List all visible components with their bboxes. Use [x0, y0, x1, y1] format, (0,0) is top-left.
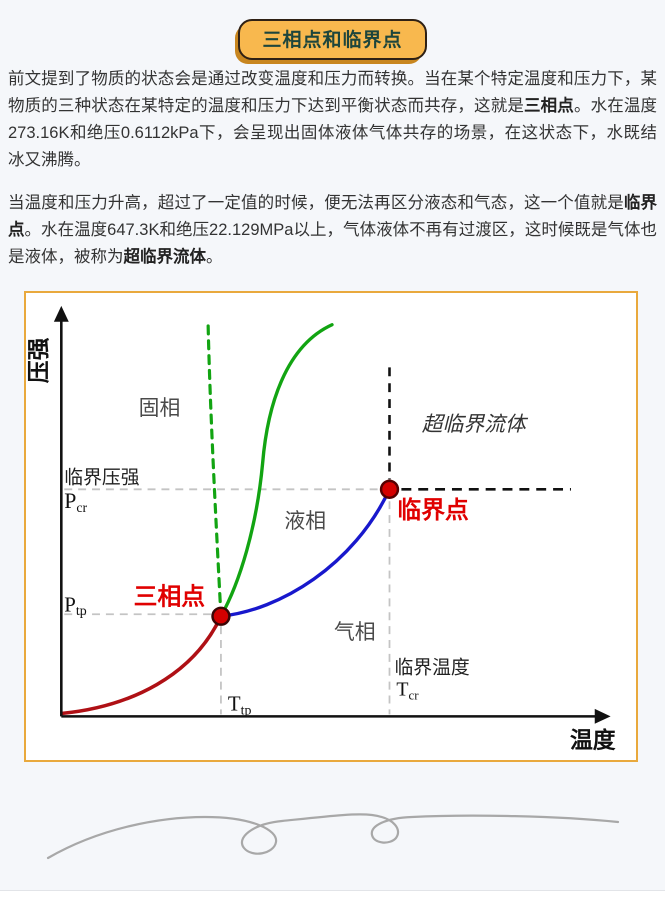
page-title: 三相点和临界点	[238, 19, 427, 60]
p-tp-label: Ptp	[64, 592, 86, 619]
phase-diagram-figure: 固相 液相 气相 超临界流体 临界点 三相点 临界压强 Pcr Ptp Ttp …	[24, 291, 638, 762]
article-body: 前文提到了物质的状态会是通过改变温度和压力而转换。当在某个特定温度和压力下，某物…	[8, 66, 657, 287]
sublimation-curve	[60, 614, 223, 716]
vaporization-curve	[219, 487, 392, 618]
paragraph-critical-point: 当温度和压力升高，超过了一定值的时候，便无法再区分液态和气态，这一个值就是临界点…	[8, 190, 657, 271]
y-axis-title: 压强	[26, 337, 51, 383]
critical-point-dot	[379, 479, 400, 499]
triple-point-label: 三相点	[134, 583, 206, 610]
phase-diagram-svg: 固相 液相 气相 超临界流体 临界点 三相点 临界压强 Pcr Ptp Ttp …	[26, 305, 616, 753]
t-tp-label: Ttp	[228, 691, 252, 718]
supercritical-fluid-label: 超临界流体	[422, 413, 529, 436]
melting-curve	[219, 323, 334, 618]
critical-temperature-label: 临界温度	[394, 657, 469, 678]
y-axis-arrow-icon	[53, 305, 69, 322]
solid-phase-label: 固相	[139, 397, 181, 420]
body-text: 前文提到了物质的状态会是通过改变温度和压力而转换。当在某个特定温度和压力下，某物…	[8, 70, 657, 115]
x-axis-title: 温度	[570, 727, 616, 753]
emphasis-term: 三相点	[524, 97, 574, 115]
triple-point-dot	[211, 606, 231, 626]
decorative-squiggle-icon	[46, 813, 620, 860]
body-text: 。	[206, 248, 223, 266]
body-text: 当温度和压力升高，超过了一定值的时候，便无法再区分液态和气态，这一个值就是	[8, 194, 624, 212]
emphasis-term: 临界点	[8, 194, 658, 239]
emphasis-term: 超临界流体	[123, 248, 207, 266]
bottom-divider	[0, 890, 665, 891]
critical-pressure-label: 临界压强	[64, 466, 139, 487]
body-text: 。水在温度647.3K和绝压22.129MPa以上，气体液体不再有过渡区，这时候…	[8, 221, 657, 266]
title-badge-container: 三相点和临界点	[0, 19, 665, 60]
liquid-phase-label: 液相	[284, 510, 326, 533]
decorative-squiggle-container	[0, 790, 665, 890]
p-cr-label: Pcr	[64, 489, 87, 516]
bottom-whitespace	[0, 891, 665, 903]
gas-phase-label: 气相	[334, 621, 376, 644]
x-axis-arrow-icon	[594, 708, 611, 724]
critical-point-label: 临界点	[397, 496, 469, 524]
t-cr-label: Tcr	[396, 679, 419, 703]
paragraph-intro-triple-point: 前文提到了物质的状态会是通过改变温度和压力而转换。当在某个特定温度和压力下，某物…	[8, 66, 657, 174]
body-text: 。水在温度273.16K和绝压0.6112kPa下，会呈现出固体液体气体共存的场…	[8, 97, 658, 169]
melting-curve-dashed-variant	[206, 320, 223, 618]
